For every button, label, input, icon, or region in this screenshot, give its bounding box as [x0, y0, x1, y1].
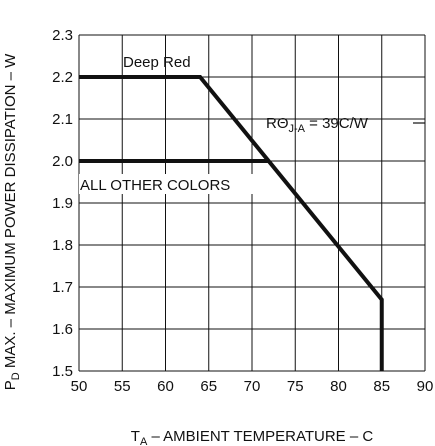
y-tick-label-4: 1.9 [52, 195, 73, 212]
thermal-resistance-annotation: RΘJ-A = 39C/W [266, 115, 369, 135]
x-tick-label-5: 75 [287, 378, 304, 395]
series-label-all-other-colors: ALL OTHER COLORS [80, 177, 230, 194]
y-tick-label-1: 1.6 [52, 321, 73, 338]
y-axis-label: PD MAX. – MAXIMUM POWER DISSIPATION – W [2, 53, 22, 390]
series-line-0 [79, 75, 384, 371]
series-label-all-other-bg [79, 174, 275, 194]
series-label-deep-red: Deep Red [123, 54, 191, 71]
plot-grid [78, 34, 426, 372]
x-tick-label-7: 85 [373, 378, 390, 395]
x-tick-labels: 50 55 60 65 70 75 80 85 90 [71, 378, 434, 395]
x-tick-label-2: 60 [157, 378, 174, 395]
x-tick-label-6: 80 [330, 378, 347, 395]
x-tick-label-4: 70 [244, 378, 261, 395]
y-tick-label-3: 1.8 [52, 237, 73, 254]
y-tick-label-5: 2.0 [52, 153, 73, 170]
y-tick-label-2: 1.7 [52, 279, 73, 296]
y-tick-label-7: 2.2 [52, 69, 73, 86]
y-tick-label-6: 2.1 [52, 111, 73, 128]
x-tick-label-0: 50 [71, 378, 88, 395]
x-tick-label-8: 90 [417, 378, 434, 395]
y-tick-label-8: 2.3 [52, 27, 73, 44]
x-tick-label-1: 55 [114, 378, 131, 395]
series-layer [79, 75, 384, 371]
y-tick-label-0: 1.5 [52, 363, 73, 380]
x-axis-label: TA – AMBIENT TEMPERATURE – C [131, 428, 374, 446]
x-tick-label-3: 65 [200, 378, 217, 395]
y-tick-labels: 1.5 1.6 1.7 1.8 1.9 2.0 2.1 2.2 2.3 [52, 27, 73, 380]
